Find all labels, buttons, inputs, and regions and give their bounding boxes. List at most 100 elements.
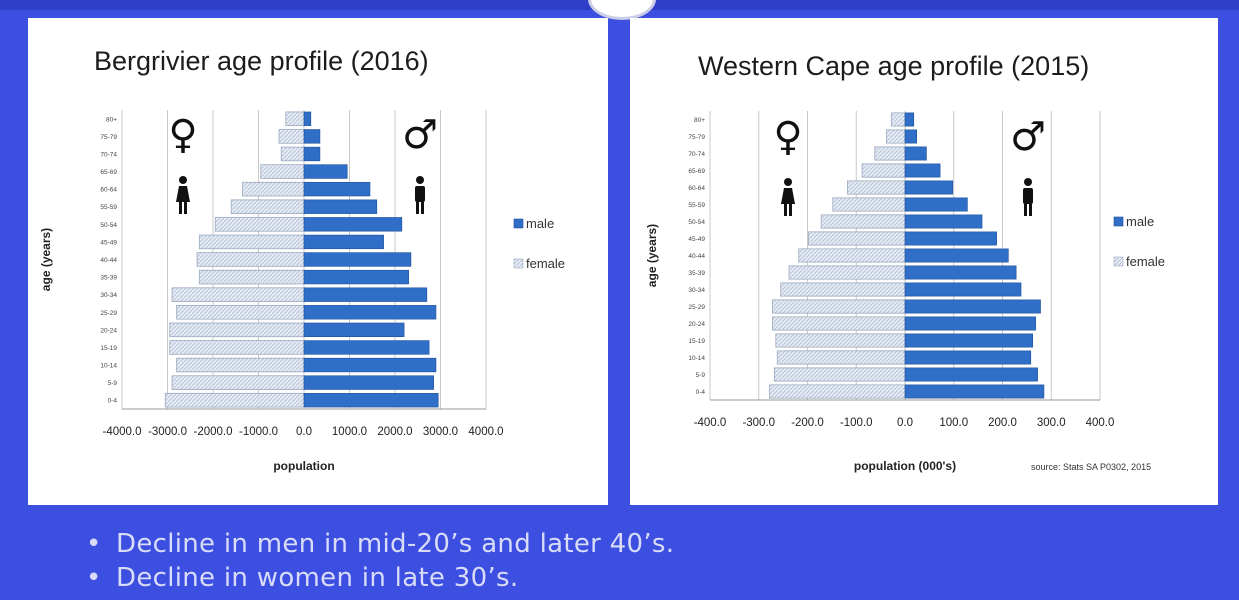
- chart-0-age-tick-label: 25-29: [100, 310, 117, 317]
- chart-1-y-axis-title: age (years): [645, 224, 659, 287]
- chart-0-female-bar: [176, 357, 305, 373]
- chart-0-female-bar: [198, 234, 305, 250]
- chart-0-male-bar: [303, 340, 430, 355]
- chart-1-male-bar: [904, 163, 941, 178]
- chart-1-male-bar: [904, 231, 997, 246]
- chart-1-female-bar: [832, 197, 906, 212]
- chart-1-man-icon-leg: [1029, 204, 1032, 216]
- bullet-list: • Decline in men in mid-20’s and later 40…: [86, 527, 1186, 595]
- chart-1-age-tick-label: 35-39: [688, 270, 705, 277]
- chart-1-legend-male-swatch: [1113, 216, 1124, 227]
- chart-1-age-tick-label: 55-59: [688, 202, 705, 209]
- chart-1-male-bar: [904, 265, 1017, 280]
- chart-0-age-tick-label: 35-39: [100, 275, 117, 282]
- chart-0-female-bar: [196, 252, 305, 267]
- chart-1-male-symbol-icon: ♂: [1010, 114, 1046, 160]
- chart-0-age-tick-label: 75-79: [100, 134, 117, 141]
- chart-0-female-bar: [169, 340, 305, 355]
- chart-0-female-bar: [169, 322, 305, 338]
- chart-1-x-tick-label: -400.0: [694, 417, 727, 429]
- chart-0-x-tick-label: 4000.0: [468, 426, 503, 438]
- chart-0-male-bar: [303, 357, 437, 373]
- chart-0-age-tick-label: 30-34: [100, 292, 117, 299]
- chart-0-x-tick-label: 1000.0: [332, 426, 367, 438]
- chart-0-age-tick-label: 60-64: [100, 187, 117, 194]
- chart-0-female-bar: [176, 305, 305, 320]
- chart-0-male-bar: [303, 146, 321, 162]
- chart-1-x-tick-label: 0.0: [897, 417, 913, 429]
- bullet-text: Decline in women in late 30’s.: [116, 563, 519, 593]
- chart-1-male-bar: [904, 282, 1022, 297]
- chart-1-age-tick-label: 30-34: [688, 287, 705, 294]
- chart-1-man-icon-body: [1023, 188, 1033, 204]
- chart-1-female-bar: [773, 367, 906, 382]
- chart-0-age-tick-label: 80+: [106, 116, 117, 123]
- chart-0-age-tick-label: 50-54: [100, 222, 117, 229]
- chart-1-female-bar: [890, 112, 906, 127]
- chart-0-age-tick-label: 10-14: [100, 363, 117, 370]
- chart-0-man-icon: [415, 176, 425, 214]
- chart-1-age-tick-label: 50-54: [688, 219, 705, 226]
- chart-0-female-bar: [242, 181, 305, 197]
- chart-0-female-symbol-icon: ♀: [168, 112, 197, 158]
- chart-1-female-bar: [886, 129, 906, 144]
- chart-1-female-bar: [847, 180, 906, 195]
- chart-1-title: Western Cape age profile (2015): [698, 51, 1089, 81]
- chart-0-woman-icon-leg: [184, 202, 187, 214]
- chart-0-y-axis-title: age (years): [39, 228, 53, 291]
- chart-1-x-tick-label: 100.0: [939, 417, 968, 429]
- chart-1-male-bar: [904, 214, 983, 229]
- chart-1-male-bar: [904, 299, 1041, 314]
- bullet-dot: •: [86, 563, 102, 593]
- chart-1-age-tick-label: 25-29: [688, 304, 705, 311]
- chart-1-woman-icon-head: [784, 178, 792, 186]
- chart-0-x-tick-label: -1000.0: [239, 426, 278, 438]
- chart-0-female-bar: [285, 111, 305, 127]
- chart-1-male-bar: [904, 197, 968, 212]
- chart-0-male-bar: [303, 305, 437, 320]
- chart-0-female-bar: [214, 217, 305, 232]
- chart-0-x-tick-label: 3000.0: [423, 426, 458, 438]
- chart-1-age-tick-label: 0-4: [696, 389, 706, 396]
- chart-1-male-bar: [904, 129, 917, 144]
- chart-1-age-tick-label: 80+: [694, 117, 705, 124]
- chart-0-age-tick-label: 70-74: [100, 151, 117, 158]
- chart-0-female-bar: [164, 392, 305, 408]
- chart-1-male-bar: [904, 146, 927, 161]
- chart-0-x-tick-label: 2000.0: [377, 426, 412, 438]
- chart-0-man-icon-leg: [416, 202, 419, 214]
- chart-0-x-tick-label: -3000.0: [148, 426, 187, 438]
- chart-1-age-tick-label: 75-79: [688, 134, 705, 141]
- bergrivier-chart-panel: Bergrivier age profile (2016) ♀ ♂ 0-4 5-9 10-…: [28, 18, 608, 505]
- chart-0-female-bar: [260, 164, 305, 179]
- chart-0-woman-icon-head: [179, 176, 187, 184]
- chart-1-female-symbol-icon: ♀: [773, 114, 802, 160]
- chart-0-woman-icon-body: [176, 186, 190, 202]
- chart-0-female-bar: [280, 146, 305, 162]
- chart-0-woman-icon: [176, 176, 190, 214]
- chart-0-male-bar: [303, 393, 439, 408]
- chart-1-female-bar: [780, 282, 906, 297]
- chart-0-age-tick-label: 0-4: [108, 398, 118, 405]
- chart-1-female-bar: [775, 333, 906, 348]
- western-cape-chart-panel: Western Cape age profile (2015) ♀ ♂ 0-4 5-9 1…: [630, 18, 1218, 505]
- chart-1-male-bar: [904, 112, 915, 127]
- chart-1-female-bar: [771, 316, 906, 331]
- chart-0-female-bar: [171, 375, 305, 390]
- slide-badge: [588, 0, 656, 20]
- chart-0-x-tick-label: -4000.0: [102, 426, 141, 438]
- chart-1-male-bar: [904, 180, 954, 195]
- bergrivier-chart: Bergrivier age profile (2016) ♀ ♂ 0-4 5-9 10-…: [39, 46, 565, 473]
- chart-1-age-tick-label: 70-74: [688, 151, 705, 158]
- chart-0-woman-icon-leg: [179, 202, 182, 214]
- chart-1-x-tick-label: 200.0: [988, 417, 1017, 429]
- chart-1-female-bar: [769, 384, 906, 399]
- chart-1-male-bar: [904, 384, 1045, 399]
- chart-1-female-bar: [788, 265, 906, 280]
- chart-1-age-tick-label: 20-24: [688, 321, 705, 328]
- bullet-text: Decline in men in mid-20’s and later 40’…: [116, 529, 675, 559]
- chart-1-age-tick-label: 45-49: [688, 236, 705, 243]
- chart-1-x-tick-label: 400.0: [1086, 417, 1115, 429]
- chart-1-female-bar: [771, 299, 906, 314]
- chart-1-x-tick-label: -200.0: [791, 417, 824, 429]
